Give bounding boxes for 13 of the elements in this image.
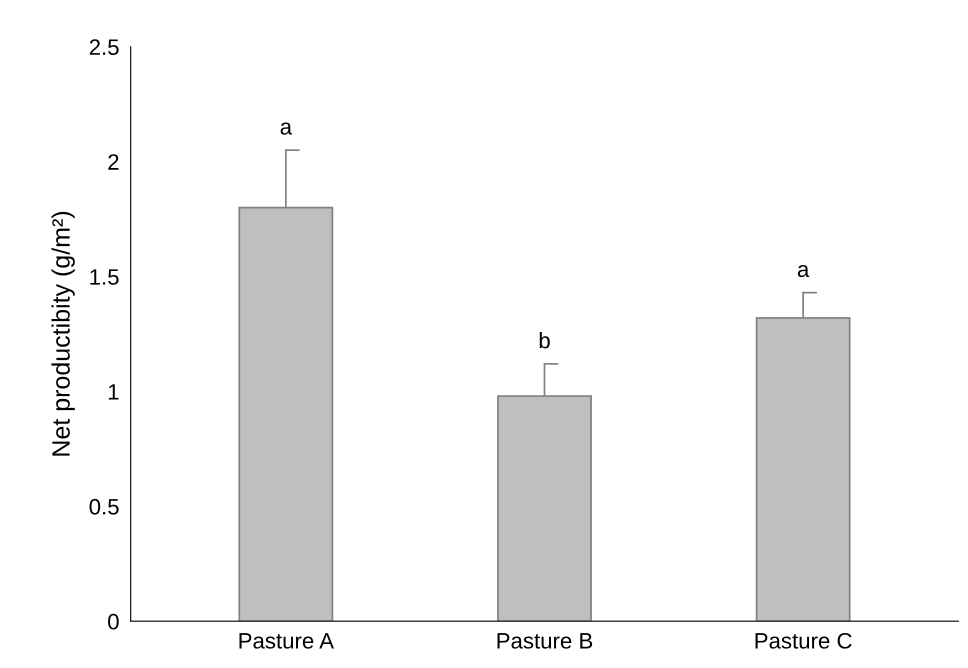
y-tick-label: 1.5 (90, 269, 119, 285)
y-tick-label: 1 (108, 384, 118, 400)
y-tick-label: 2.5 (90, 39, 119, 56)
x-tick-label: Pasture B (498, 633, 592, 649)
annotation: a (280, 122, 292, 135)
annotation: b (540, 332, 550, 348)
x-tick-label: Pasture C (756, 632, 852, 649)
x-tick-label: Pasture A (240, 633, 334, 649)
annotation: a (798, 264, 810, 278)
y-tick-label: 0.5 (90, 498, 119, 515)
y-tick-label: 2 (108, 154, 118, 170)
y-tick-label: 0 (108, 614, 119, 630)
y-axis-title: Net productibity (g/m²) (51, 212, 75, 456)
